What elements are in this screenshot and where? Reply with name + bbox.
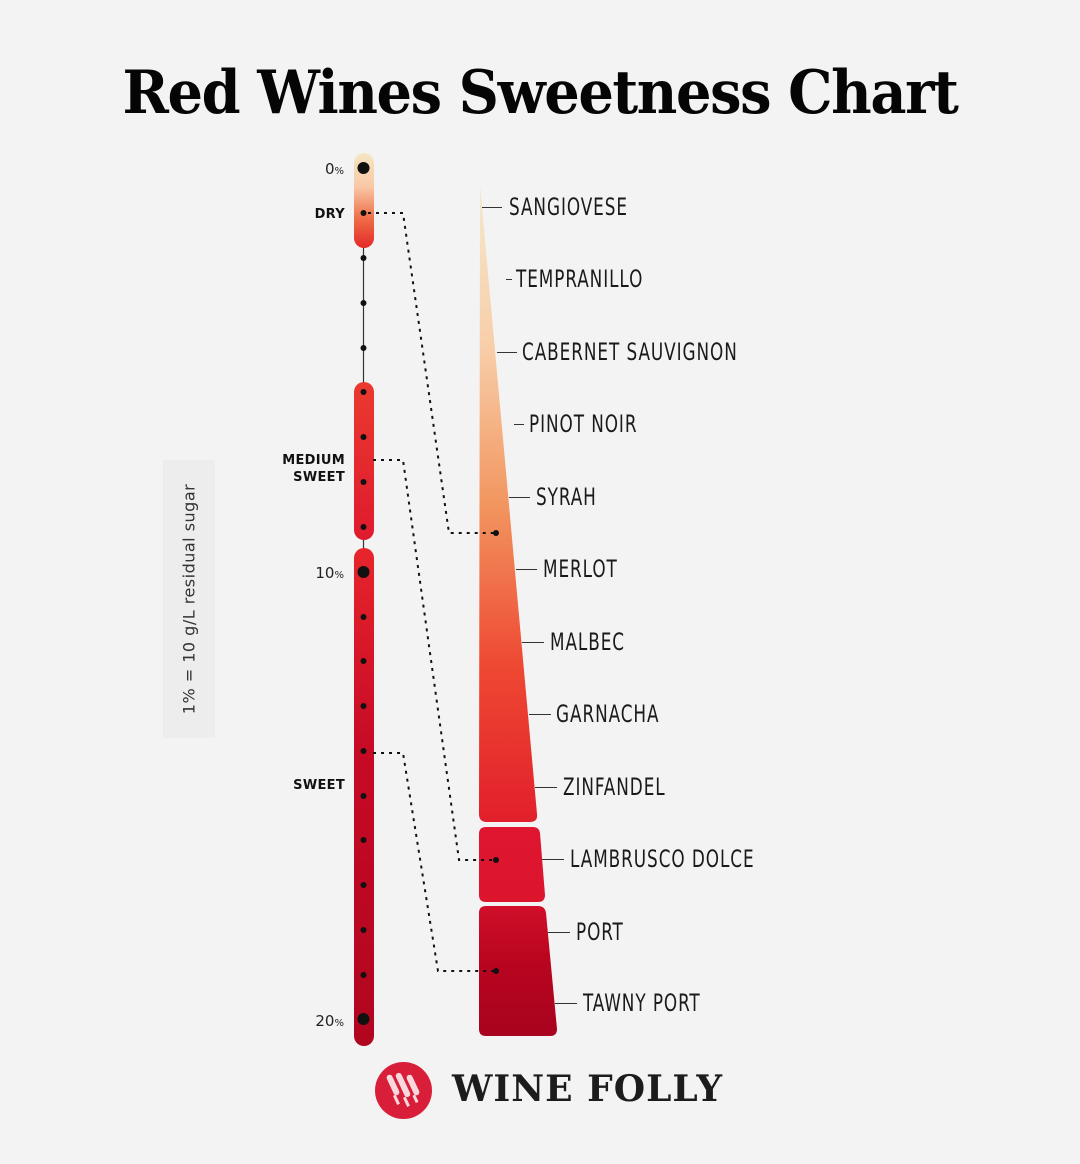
tick-tawny-port bbox=[555, 1003, 577, 1004]
zone-label-sweet: SWEET bbox=[293, 778, 345, 793]
wine-label-port: PORT bbox=[576, 918, 624, 946]
tick-zinfandel bbox=[535, 787, 557, 788]
zone-label-medium-sweet: MEDIUM SWEET bbox=[282, 453, 345, 485]
scale-label-10: 10% bbox=[315, 564, 344, 582]
tick-merlot bbox=[516, 569, 537, 570]
wine-label-zinfandel: ZINFANDEL bbox=[563, 773, 666, 801]
zone-label-dry: DRY bbox=[314, 207, 345, 222]
tick-cabernet-sauvignon bbox=[497, 352, 517, 353]
wine-label-cabernet-sauvignon: CABERNET SAUVIGNON bbox=[522, 338, 738, 366]
medium-sweet-block bbox=[479, 827, 545, 902]
wine-label-tawny-port: TAWNY PORT bbox=[583, 989, 701, 1017]
tick-garnacha bbox=[529, 714, 551, 715]
tick-tempranillo bbox=[506, 279, 512, 280]
brand-name: WINE FOLLY bbox=[452, 1068, 724, 1110]
tick-lambrusco-dolce bbox=[542, 859, 564, 860]
wine-label-malbec: MALBEC bbox=[550, 628, 626, 656]
tick-sangiovese bbox=[482, 207, 502, 208]
chart-title: Red Wines Sweetness Chart bbox=[122, 58, 959, 128]
wine-label-syrah: SYRAH bbox=[536, 483, 597, 511]
wine-label-merlot: MERLOT bbox=[543, 555, 618, 583]
tick-pinot-noir bbox=[514, 424, 524, 425]
wine-label-sangiovese: SANGIOVESE bbox=[509, 193, 628, 221]
wine-label-tempranillo: TEMPRANILLO bbox=[516, 265, 644, 293]
wine-label-lambrusco-dolce: LAMBRUSCO DOLCE bbox=[570, 845, 755, 873]
tick-syrah bbox=[509, 497, 530, 498]
scale-segment-medium-sweet bbox=[354, 382, 374, 540]
sweet-block bbox=[479, 906, 557, 1036]
wine-label-garnacha: GARNACHA bbox=[556, 700, 660, 728]
scale-label-0: 0% bbox=[324, 160, 344, 178]
scale-segment-dry bbox=[354, 153, 374, 248]
tick-malbec bbox=[522, 642, 544, 643]
scale-label-20: 20% bbox=[315, 1012, 344, 1030]
dry-wines-wedge bbox=[479, 185, 538, 822]
tick-port bbox=[548, 932, 570, 933]
wine-label-pinot-noir: PINOT NOIR bbox=[529, 410, 638, 438]
wine-folly-logo-icon bbox=[375, 1062, 432, 1119]
axis-note: 1% = 10 g/L residual sugar bbox=[163, 460, 215, 738]
